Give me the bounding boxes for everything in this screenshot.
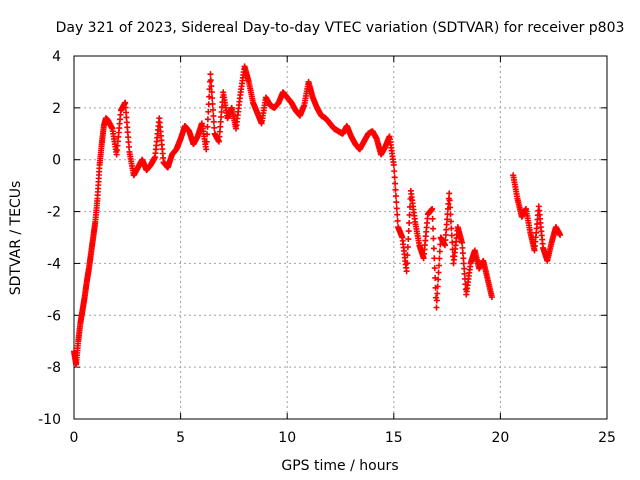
- data-point: [436, 255, 443, 262]
- data-point: [406, 219, 413, 226]
- y-tick-label: -8: [47, 360, 61, 376]
- data-point: [391, 168, 398, 175]
- data-point: [447, 211, 454, 218]
- data-point: [403, 268, 410, 275]
- data-point: [208, 83, 215, 90]
- x-tick-label: 10: [278, 430, 296, 446]
- data-point: [433, 294, 440, 301]
- data-point: [459, 250, 466, 257]
- data-point: [459, 239, 466, 246]
- data-point: [445, 200, 452, 207]
- data-point: [394, 211, 401, 218]
- data-point: [203, 146, 210, 153]
- data-point: [442, 237, 449, 244]
- data-point: [204, 123, 211, 130]
- data-series-sdtvar: [71, 63, 564, 368]
- data-point: [430, 235, 437, 242]
- data-point: [433, 297, 440, 304]
- data-point: [404, 244, 411, 251]
- data-point: [448, 225, 455, 232]
- data-point: [431, 255, 438, 262]
- data-point: [446, 197, 453, 204]
- data-point: [460, 255, 467, 262]
- data-point: [404, 260, 411, 267]
- data-point: [210, 112, 217, 119]
- y-tick-label: -2: [47, 205, 61, 221]
- y-tick-label: -6: [47, 308, 61, 324]
- x-tick-label: 0: [70, 430, 79, 446]
- y-tick-label: 0: [52, 153, 61, 169]
- data-point: [430, 225, 437, 232]
- data-point: [434, 283, 441, 290]
- y-axis-title: SDTVAR / TECUs: [8, 181, 24, 296]
- data-point: [405, 228, 412, 235]
- data-point: [461, 265, 468, 272]
- plot-border: [73, 55, 608, 420]
- x-axis-title: GPS time / hours: [281, 458, 398, 474]
- data-point: [447, 204, 454, 211]
- data-point: [446, 190, 453, 197]
- data-point: [460, 260, 467, 267]
- data-point: [436, 248, 443, 255]
- data-point: [435, 262, 442, 269]
- axis-ticks: 0 5 10 15 20 25 -10 -8 -6 -4 -2 0 2 4: [38, 49, 616, 446]
- data-point: [391, 174, 398, 181]
- data-point: [205, 108, 212, 115]
- data-point: [443, 221, 450, 228]
- y-tick-label: 4: [52, 49, 61, 65]
- data-point: [433, 304, 440, 311]
- x-tick-label: 20: [491, 430, 509, 446]
- x-tick-label: 15: [385, 430, 403, 446]
- data-point: [435, 269, 442, 276]
- data-point: [431, 265, 438, 272]
- data-point: [488, 294, 495, 301]
- data-point: [203, 138, 210, 145]
- y-tick-label: 2: [52, 101, 61, 117]
- grid-lines: [74, 56, 607, 419]
- data-point: [208, 89, 215, 96]
- data-point: [443, 226, 450, 233]
- data-point: [211, 124, 218, 131]
- data-point: [209, 100, 216, 107]
- data-point: [210, 118, 217, 125]
- data-point: [392, 193, 399, 200]
- y-tick-label: -4: [47, 256, 61, 272]
- data-point: [207, 71, 214, 78]
- data-point: [461, 270, 468, 277]
- data-point: [204, 131, 211, 138]
- data-point: [441, 242, 448, 249]
- y-tick-label: -10: [38, 412, 61, 428]
- data-point: [557, 231, 564, 238]
- data-point: [459, 244, 466, 251]
- data-point: [210, 106, 217, 113]
- data-point: [430, 245, 437, 252]
- data-point: [392, 180, 399, 187]
- data-point: [448, 232, 455, 239]
- chart-title: Day 321 of 2023, Sidereal Day-to-day VTE…: [56, 20, 625, 36]
- data-point: [392, 186, 399, 193]
- data-point: [393, 199, 400, 206]
- data-point: [404, 252, 411, 259]
- data-point: [390, 161, 397, 168]
- data-point: [405, 236, 412, 243]
- data-point: [434, 290, 441, 297]
- data-point: [429, 215, 436, 222]
- data-point: [207, 77, 214, 84]
- data-point: [393, 205, 400, 212]
- data-point: [394, 217, 401, 224]
- data-point: [429, 205, 436, 212]
- data-point: [204, 116, 211, 123]
- plot-frame: [73, 55, 608, 420]
- data-point: [435, 276, 442, 283]
- data-point: [209, 95, 216, 102]
- data-point: [444, 216, 451, 223]
- x-tick-label: 5: [176, 430, 185, 446]
- x-tick-label: 25: [598, 430, 616, 446]
- data-point: [447, 218, 454, 225]
- data-point: [442, 231, 449, 238]
